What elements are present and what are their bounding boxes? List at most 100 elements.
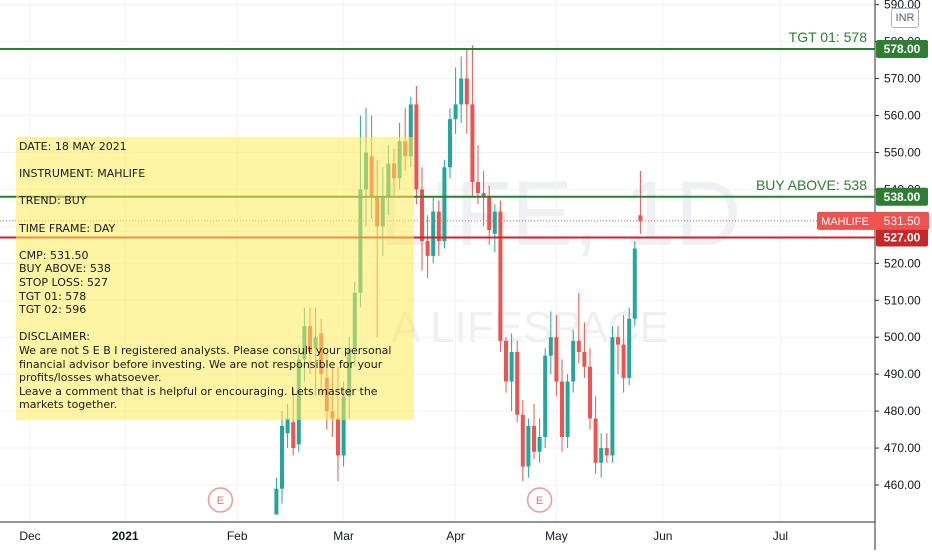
- note-line: DATE: 18 MAY 2021: [19, 140, 127, 153]
- candle-body: [548, 337, 553, 356]
- candle-body: [476, 182, 480, 194]
- candle-body: [408, 104, 413, 157]
- level-price-tag: [876, 40, 928, 58]
- candle-body: [632, 248, 637, 319]
- y-tick-label: 480.00: [884, 404, 921, 418]
- candle-body: [599, 448, 604, 463]
- symbol-tag-label: MAHLIFE: [821, 216, 869, 228]
- candle-body: [453, 104, 458, 120]
- candle-body: [448, 119, 452, 168]
- candle-body: [543, 355, 548, 437]
- candle-body: [470, 104, 475, 183]
- note-line: profits/losses whatsoever.: [19, 371, 162, 385]
- note-line: [19, 235, 411, 249]
- note-line: STOP LOSS: 527: [19, 275, 109, 289]
- note-line: Leave a comment that is helpful or encou…: [19, 384, 378, 398]
- y-tick-label: 570.00: [884, 72, 921, 86]
- y-tick-label: 590.00: [884, 0, 921, 12]
- candle-body: [526, 425, 531, 467]
- note-line: BUY ABOVE: 538: [19, 262, 111, 276]
- y-tick-label: 510.00: [884, 293, 921, 307]
- earnings-marker: [526, 487, 553, 513]
- candle-body: [532, 425, 536, 452]
- candle-body: [341, 396, 346, 456]
- note-line: TREND: BUY: [19, 194, 87, 208]
- note-line: markets together.: [19, 398, 118, 412]
- candle-body: [571, 340, 576, 382]
- candle-body: [504, 340, 508, 382]
- note-line: [19, 154, 411, 168]
- candle-body: [280, 425, 284, 489]
- candle-body: [498, 211, 503, 341]
- y-tick-label: 460.00: [884, 478, 921, 492]
- note-line: INSTRUMENT: MAHLIFE: [19, 167, 146, 181]
- candle-body: [604, 448, 609, 456]
- watermark-name: A LIFESPACE: [391, 303, 669, 352]
- candle-body: [576, 340, 581, 352]
- level-price-tag-label: 578.00: [884, 42, 921, 56]
- y-tick-label: 550.00: [884, 145, 921, 159]
- candle-body: [336, 418, 340, 456]
- candle-body: [431, 211, 436, 256]
- x-tick-label: Dec: [19, 529, 40, 543]
- candle-body: [515, 351, 520, 415]
- x-tick-label: Apr: [446, 529, 465, 543]
- level-label: TGT 01: 578: [789, 29, 868, 45]
- candle-body: [464, 78, 469, 105]
- x-tick-label: Feb: [227, 529, 248, 543]
- earnings-marker-label: E: [217, 495, 224, 507]
- note-line: TGT 02: 596: [19, 303, 87, 317]
- note-line: [19, 208, 411, 222]
- x-tick-label: Mar: [333, 529, 354, 543]
- level-price-tag-label: 538.00: [884, 190, 921, 204]
- x-tick-label: Jun: [653, 529, 672, 543]
- note-line: financial advisor before investing. We a…: [19, 357, 383, 371]
- candle-body: [509, 351, 514, 382]
- candle-body: [425, 241, 430, 256]
- last-price-tag: [817, 211, 929, 230]
- currency-badge[interactable]: INR: [891, 8, 919, 28]
- candle-body: [459, 78, 464, 105]
- candle-body: [285, 418, 290, 434]
- note-line: TIME FRAME: DAY: [19, 221, 116, 235]
- note-line: CMP: 531.50: [19, 248, 89, 262]
- x-tick-label: Jul: [773, 529, 788, 543]
- candle-body: [560, 381, 564, 437]
- y-tick-label: 520.00: [884, 256, 921, 270]
- note-line: [19, 317, 411, 331]
- candle-body: [627, 318, 632, 378]
- x-tick-label: May: [545, 529, 568, 543]
- level-price-tag: [876, 228, 928, 247]
- x-tick-label: 2021: [112, 529, 139, 543]
- candle-body: [274, 488, 279, 515]
- candle-body: [481, 193, 486, 197]
- candle-body: [537, 436, 542, 452]
- candle-body: [582, 351, 587, 367]
- candle-body: [420, 189, 424, 242]
- candle-body: [436, 211, 441, 242]
- note-line: We are not S E B I registered analysts. …: [19, 343, 392, 357]
- trade-note-box: DATE: 18 MAY 2021 INSTRUMENT: MAHLIFE TREN…: [16, 137, 414, 420]
- candle-body: [638, 215, 643, 221]
- level-price-tag-label: 527.00: [884, 230, 921, 244]
- candle-body: [621, 344, 626, 378]
- candle-body: [554, 337, 559, 382]
- candle-body: [442, 167, 447, 242]
- last-price-tag-label: 531.50: [884, 214, 921, 228]
- level-price-tag: [876, 187, 928, 206]
- candle-body: [588, 366, 592, 419]
- candle-body: [487, 196, 492, 231]
- candle-body: [565, 381, 570, 437]
- candle-body: [291, 422, 296, 449]
- earnings-marker-label: E: [536, 495, 543, 507]
- candle-body: [593, 418, 598, 463]
- candle-body: [492, 211, 497, 234]
- y-tick-label: 560.00: [884, 109, 921, 123]
- y-tick-label: 490.00: [884, 367, 921, 381]
- candle-body: [610, 337, 615, 456]
- note-line: TGT 01: 578: [19, 289, 87, 303]
- candle-body: [414, 104, 419, 190]
- y-tick-label: 470.00: [884, 441, 921, 455]
